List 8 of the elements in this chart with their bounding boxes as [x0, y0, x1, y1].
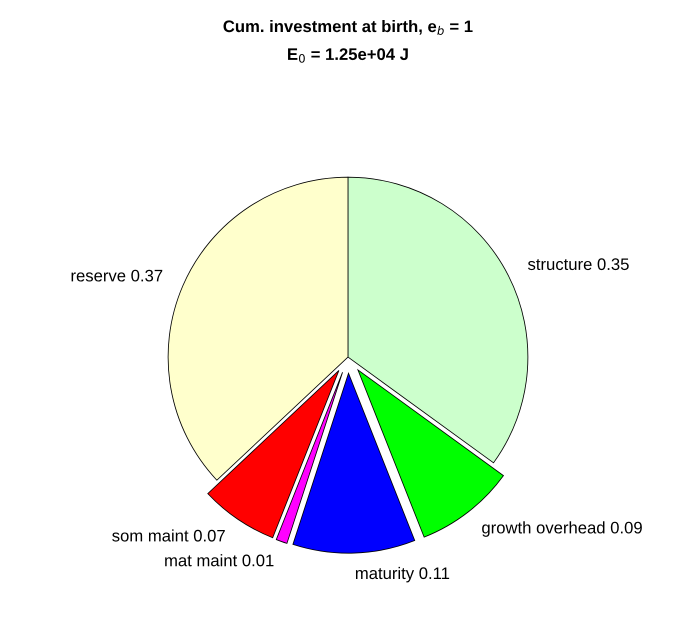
slice-label: mat maint 0.01 — [165, 554, 274, 566]
slice-label: maturity 0.11 — [356, 566, 450, 582]
slice-label: structure 0.35 — [528, 258, 629, 270]
slice-label: growth overhead 0.09 — [482, 521, 642, 537]
chart-subtitle: E$_{0}$ = 1.25e+04 J — [288, 48, 408, 63]
chart-title: Cum. investment at birth, e$_{b}$ = 1 — [224, 20, 473, 35]
slice-label: reserve 0.37 — [72, 270, 162, 282]
slice-label: som maint 0.07 — [112, 529, 225, 542]
